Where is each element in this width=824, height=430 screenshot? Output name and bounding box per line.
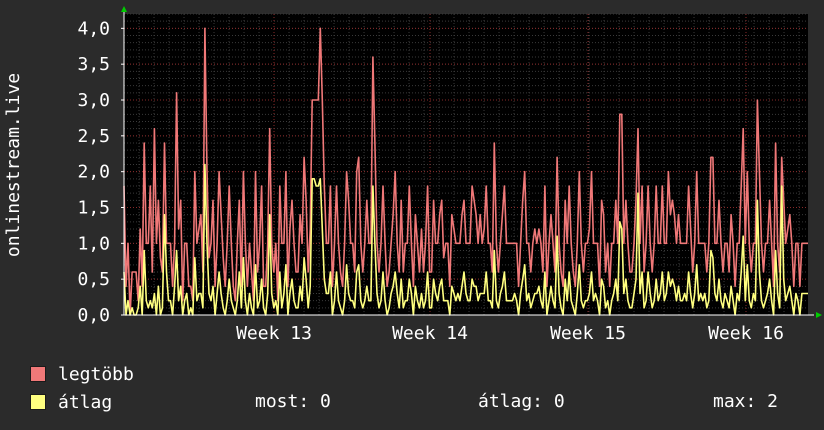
y-axis-arrow	[121, 6, 127, 12]
x-tick-label: Week 13	[236, 323, 312, 344]
legend-item-avg: átlag	[30, 391, 112, 413]
y-tick-label: 3,5	[77, 54, 110, 75]
y-tick-label: 1,0	[77, 233, 110, 254]
x-tick-label: Week 16	[708, 323, 784, 344]
legend-label-max: legtöbb	[58, 363, 134, 385]
y-tick-label: 4,0	[77, 18, 110, 39]
y-tick-label: 2,5	[77, 126, 110, 147]
series-atlag-path	[123, 163, 808, 316]
stat-now: most: 0	[255, 391, 331, 412]
legend-swatch-max	[30, 366, 46, 382]
y-axis-label: onlinestream.live	[3, 73, 24, 257]
legend-swatch-avg	[30, 394, 46, 410]
y-tick-labels: 0,0 0,5 1,0 1,5 2,0 2,5 3,0 3,5 4,0	[77, 18, 110, 326]
x-axis-arrow	[816, 312, 822, 318]
legend-item-max: legtöbb	[30, 363, 134, 385]
legend-label-avg: átlag	[58, 391, 113, 413]
y-tick-label: 0,5	[77, 269, 110, 290]
y-tick-label: 3,0	[77, 90, 110, 111]
series-legtobb-line	[123, 27, 808, 316]
axes	[121, 6, 822, 318]
y-tick-label: 2,0	[77, 162, 110, 183]
x-tick-label: Week 14	[392, 323, 468, 344]
x-tick-label: Week 15	[550, 323, 626, 344]
series-legtobb-path	[123, 27, 808, 316]
series-atlag-line	[123, 163, 808, 316]
y-tick-label: 1,5	[77, 198, 110, 219]
stat-max: max: 2	[713, 391, 779, 412]
stat-avg: átlag: 0	[478, 391, 565, 412]
x-tick-labels: Week 13 Week 14 Week 15 Week 16	[236, 323, 784, 344]
y-tick-label: 0,0	[77, 305, 110, 326]
